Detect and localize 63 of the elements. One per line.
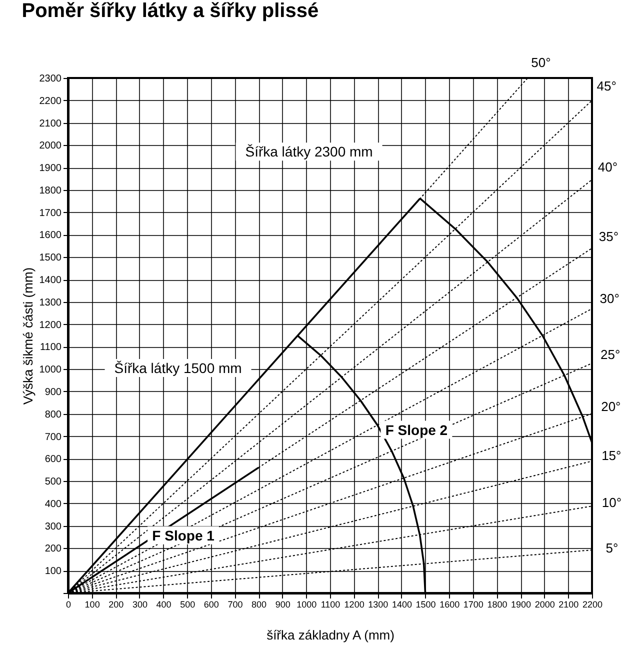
y-tick-label: 2100 [39, 118, 62, 130]
y-tick-label: 400 [44, 498, 62, 510]
y-tick-label: 1700 [39, 208, 62, 219]
y-tick-label: 1500 [39, 252, 62, 264]
x-tick-label: 1700 [463, 600, 484, 610]
series-label: 50° [531, 55, 551, 70]
x-tick-label: 2200 [582, 600, 603, 610]
y-tick-label: 1800 [39, 185, 62, 196]
x-tick-label: 800 [252, 600, 267, 610]
y-tick-label: 2000 [39, 140, 62, 152]
x-tick-label: 300 [132, 600, 148, 610]
annotation: Šířka látky 2300 mm [245, 144, 373, 160]
y-tick-label: 2300 [39, 74, 62, 84]
annotation: Šířka látky 1500 mm [114, 360, 242, 376]
series-label: 20° [601, 399, 621, 414]
x-tick-label: 1600 [440, 600, 460, 610]
y-tick-label: 1000 [39, 364, 62, 376]
chart-title: Poměr šířky látky a šířky plissé [22, 0, 319, 22]
y-tick-label: 1100 [40, 342, 62, 354]
y-axis-title: Výška šikmé části (mm) [20, 267, 36, 405]
series-label: 5° [606, 540, 618, 556]
y-tick-label: 300 [44, 521, 62, 532]
x-tick-label: 1800 [487, 600, 508, 610]
x-tick-label: 900 [275, 600, 290, 610]
x-tick-label: 2100 [558, 600, 579, 610]
y-tick-label: 1600 [39, 230, 62, 242]
y-tick-label: 900 [44, 386, 62, 398]
x-tick-label: 1000 [296, 600, 317, 610]
x-tick-label: 600 [204, 600, 219, 610]
series-label: 40° [598, 159, 618, 174]
x-tick-label: 400 [156, 600, 172, 610]
x-tick-label: 1200 [344, 600, 364, 610]
x-tick-label: 500 [180, 600, 196, 610]
x-tick-label: 2000 [534, 600, 555, 610]
annotation: F Slope 2 [385, 422, 448, 438]
x-tick-label: 100 [84, 600, 100, 610]
y-tick-label: 1400 [39, 275, 62, 286]
y-tick-label: 200 [44, 544, 62, 555]
series-label: 15° [602, 448, 622, 464]
y-tick-label: 1300 [39, 297, 62, 308]
x-tick-label: 1300 [368, 600, 388, 610]
y-tick-label: 500 [44, 476, 62, 488]
series-label: 25° [600, 347, 620, 362]
x-tick-label: 200 [108, 600, 124, 610]
y-tick-label: 600 [44, 454, 62, 466]
x-tick-label: 700 [228, 600, 243, 610]
y-tick-label: 700 [44, 432, 62, 443]
annotation: F Slope 1 [152, 527, 215, 544]
y-tick-label: 100 [44, 566, 62, 578]
y-tick-label: 2200 [39, 96, 62, 107]
y-tick-label: 800 [44, 409, 62, 420]
series-label: 30° [600, 291, 620, 306]
x-tick-label: 1900 [511, 600, 532, 610]
x-tick-label: 1400 [392, 600, 412, 610]
x-tick-label: 0 [66, 600, 72, 610]
series-label: 35° [598, 229, 619, 244]
series-label: 45° [596, 78, 616, 94]
x-axis-title: šířka základny A (mm) [266, 628, 394, 642]
x-tick-label: 1100 [320, 600, 340, 610]
x-tick-label: 1500 [416, 600, 436, 610]
series-label: 10° [602, 494, 622, 510]
y-tick-label: 1200 [39, 320, 62, 331]
y-tick-label: 1900 [39, 163, 62, 174]
